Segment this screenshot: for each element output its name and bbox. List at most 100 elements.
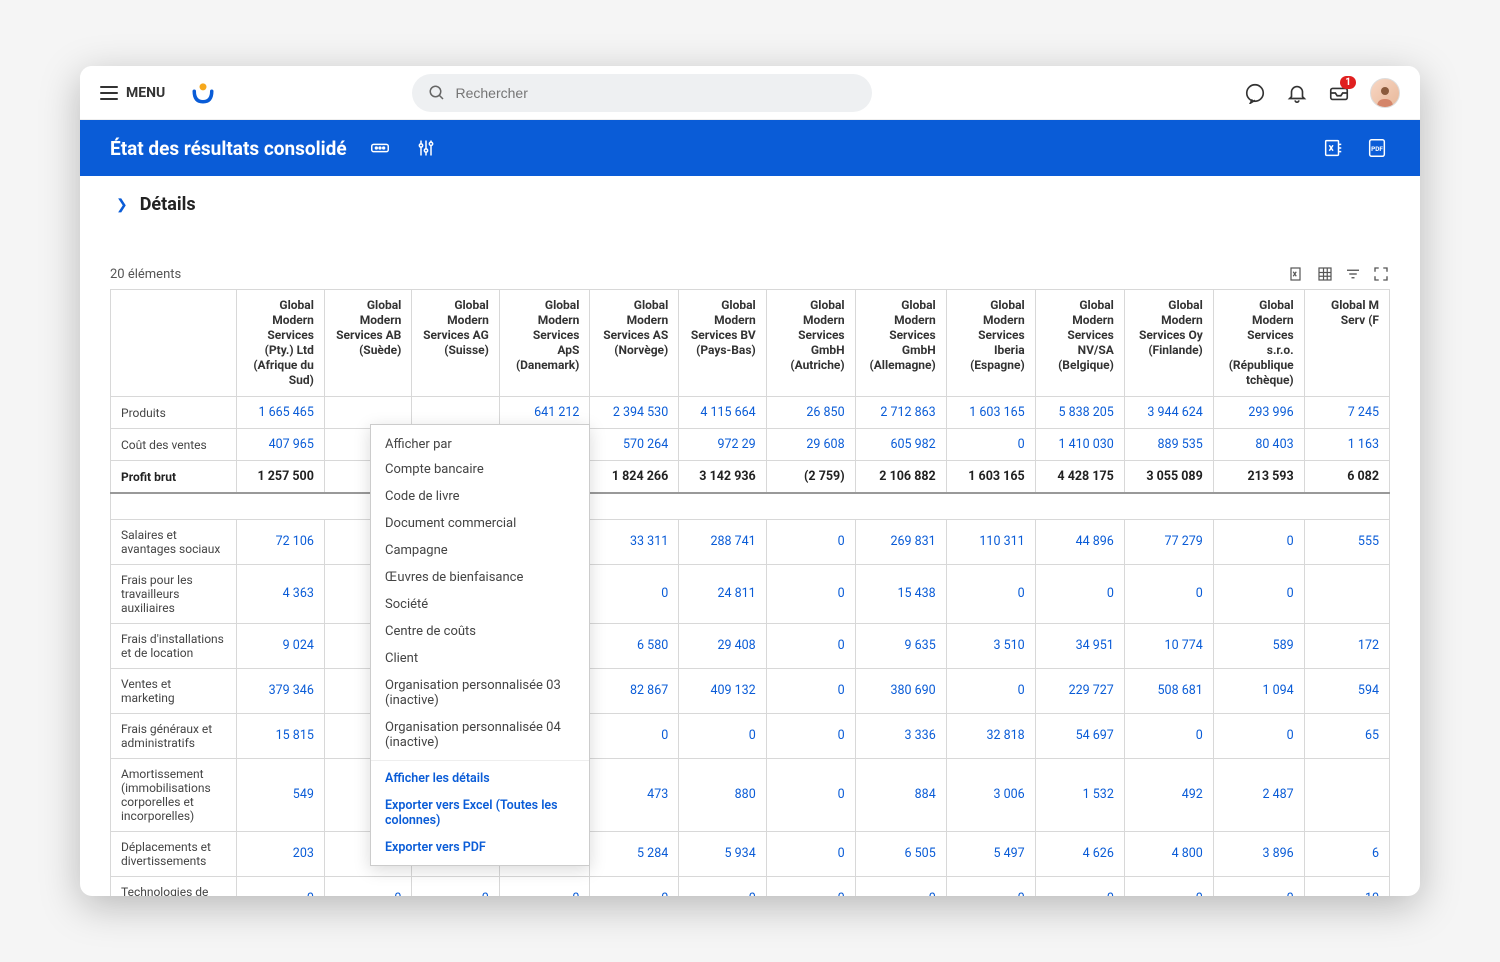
cell[interactable]: 0 <box>855 876 946 896</box>
workday-logo[interactable] <box>189 79 217 107</box>
cell[interactable]: 269 831 <box>855 519 946 564</box>
column-header[interactable]: Global Modern Services NV/SA (Belgique) <box>1035 290 1124 397</box>
context-menu-item[interactable]: Organisation personnalisée 04 (inactive) <box>371 714 589 756</box>
cell[interactable]: 0 <box>499 876 590 896</box>
cell[interactable]: 570 264 <box>590 429 679 461</box>
cell[interactable]: 0 <box>766 623 855 668</box>
context-menu-item[interactable]: Document commercial <box>371 510 589 537</box>
cell[interactable]: 293 996 <box>1213 397 1304 429</box>
cell[interactable]: 0 <box>590 713 679 758</box>
cell[interactable]: 82 867 <box>590 668 679 713</box>
context-menu-item[interactable]: Code de livre <box>371 483 589 510</box>
context-menu-item[interactable]: Société <box>371 591 589 618</box>
cell[interactable]: 549 <box>237 758 324 831</box>
cell[interactable]: 3 896 <box>1213 831 1304 876</box>
cell[interactable]: 288 741 <box>679 519 766 564</box>
cell[interactable]: 0 <box>766 758 855 831</box>
cell[interactable]: 24 811 <box>679 564 766 623</box>
cell[interactable]: 5 838 205 <box>1035 397 1124 429</box>
cell[interactable]: 0 <box>1124 713 1213 758</box>
cell[interactable]: 0 <box>766 876 855 896</box>
context-menu-item[interactable]: Œuvres de bienfaisance <box>371 564 589 591</box>
cell[interactable]: 589 <box>1213 623 1304 668</box>
cell[interactable]: 6 505 <box>855 831 946 876</box>
column-header[interactable]: Global Modern Services (Pty.) Ltd (Afriq… <box>237 290 324 397</box>
cell[interactable]: 54 697 <box>1035 713 1124 758</box>
cell[interactable]: 0 <box>1213 564 1304 623</box>
context-menu-link[interactable]: Exporter vers Excel (Toutes les colonnes… <box>371 792 589 834</box>
cell[interactable]: 6 <box>1304 831 1389 876</box>
context-menu-link[interactable]: Exporter vers PDF <box>371 834 589 861</box>
table-scroll[interactable]: Global Modern Services (Pty.) Ltd (Afriq… <box>80 289 1420 896</box>
cell[interactable]: 880 <box>679 758 766 831</box>
cell[interactable]: 32 818 <box>946 713 1035 758</box>
search-input[interactable] <box>412 74 872 112</box>
cell[interactable]: 77 279 <box>1124 519 1213 564</box>
cell[interactable]: 44 896 <box>1035 519 1124 564</box>
cell[interactable]: 1 603 165 <box>946 397 1035 429</box>
context-menu-item[interactable]: Campagne <box>371 537 589 564</box>
cell[interactable]: 203 <box>237 831 324 876</box>
cell[interactable]: 0 <box>1035 876 1124 896</box>
context-menu-item[interactable]: Organisation personnalisée 03 (inactive) <box>371 672 589 714</box>
column-header[interactable] <box>111 290 237 397</box>
column-header[interactable]: Global Modern Services Oy (Finlande) <box>1124 290 1213 397</box>
context-menu[interactable]: Afficher parCompte bancaireCode de livre… <box>370 424 590 866</box>
cell[interactable]: 605 982 <box>855 429 946 461</box>
cell[interactable]: 0 <box>1035 564 1124 623</box>
export-table-excel-icon[interactable] <box>1288 265 1306 283</box>
cell[interactable]: 379 346 <box>237 668 324 713</box>
cell[interactable]: 0 <box>946 564 1035 623</box>
column-header[interactable]: Global Modern Services Iberia (Espagne) <box>946 290 1035 397</box>
filter-icon[interactable] <box>1344 265 1362 283</box>
cell[interactable]: 492 <box>1124 758 1213 831</box>
export-pdf-icon[interactable]: PDF <box>1364 135 1390 161</box>
cell[interactable]: 0 <box>324 876 411 896</box>
cell[interactable]: 10 774 <box>1124 623 1213 668</box>
cell[interactable]: 4 626 <box>1035 831 1124 876</box>
cell[interactable]: 594 <box>1304 668 1389 713</box>
inbox-icon[interactable]: 1 <box>1328 82 1350 104</box>
context-menu-link[interactable]: Afficher les détails <box>371 765 589 792</box>
cell[interactable]: 5 284 <box>590 831 679 876</box>
cell[interactable]: 972 29 <box>679 429 766 461</box>
cell[interactable]: 884 <box>855 758 946 831</box>
cell[interactable]: 15 438 <box>855 564 946 623</box>
cell[interactable]: 0 <box>1124 876 1213 896</box>
cell[interactable]: 0 <box>946 668 1035 713</box>
cell[interactable]: 2 712 863 <box>855 397 946 429</box>
cell[interactable]: 29 408 <box>679 623 766 668</box>
cell[interactable]: 3 336 <box>855 713 946 758</box>
column-header[interactable]: Global Modern Services GmbH (Allemagne) <box>855 290 946 397</box>
cell[interactable]: 0 <box>1124 564 1213 623</box>
cell[interactable]: 380 690 <box>855 668 946 713</box>
cell[interactable]: 1 094 <box>1213 668 1304 713</box>
cell[interactable]: 0 <box>1213 713 1304 758</box>
cell[interactable]: 34 951 <box>1035 623 1124 668</box>
chat-icon[interactable] <box>1244 82 1266 104</box>
column-header[interactable]: Global Modern Services AG (Suisse) <box>412 290 499 397</box>
column-header[interactable]: Global M Serv (F <box>1304 290 1389 397</box>
cell[interactable]: 0 <box>1213 876 1304 896</box>
cell[interactable]: 4 363 <box>237 564 324 623</box>
context-menu-item[interactable]: Compte bancaire <box>371 456 589 483</box>
cell[interactable]: 889 535 <box>1124 429 1213 461</box>
filter-settings-icon[interactable] <box>413 135 439 161</box>
avatar[interactable] <box>1370 78 1400 108</box>
cell[interactable]: 15 815 <box>237 713 324 758</box>
menu-button[interactable]: MENU <box>100 85 165 101</box>
cell[interactable]: 10 <box>1304 876 1389 896</box>
cell[interactable]: 1 410 030 <box>1035 429 1124 461</box>
cell[interactable]: 1 665 465 <box>237 397 324 429</box>
cell[interactable]: 1 163 <box>1304 429 1389 461</box>
cell[interactable]: 9 024 <box>237 623 324 668</box>
cell[interactable]: 0 <box>946 876 1035 896</box>
more-actions-icon[interactable] <box>367 135 393 161</box>
grid-view-icon[interactable] <box>1316 265 1334 283</box>
cell[interactable]: 3 006 <box>946 758 1035 831</box>
export-excel-icon[interactable] <box>1320 135 1346 161</box>
cell[interactable]: 26 850 <box>766 397 855 429</box>
cell[interactable]: 0 <box>766 713 855 758</box>
cell[interactable]: 0 <box>946 429 1035 461</box>
column-header[interactable]: Global Modern Services AB (Suède) <box>324 290 411 397</box>
